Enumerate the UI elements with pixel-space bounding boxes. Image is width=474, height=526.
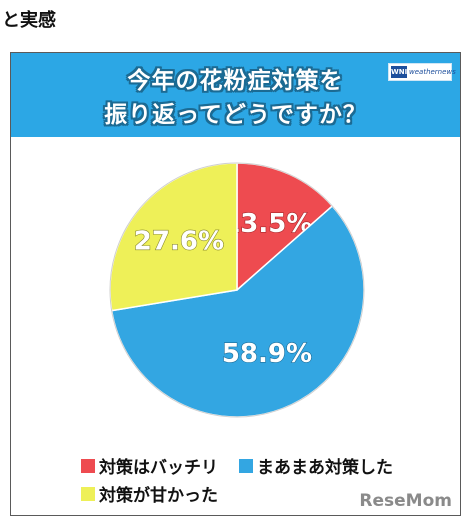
- logo-text: weathernews: [409, 68, 456, 76]
- legend-label-3: 対策が甘かった: [99, 486, 218, 506]
- legend-item-3: 対策が甘かった: [81, 481, 218, 506]
- title-banner: 今年の花粉症対策を 振り返ってどうですか？ WNI weathernews: [11, 53, 460, 137]
- legend-swatch-yellow: [81, 486, 95, 501]
- pie-outline: [109, 162, 365, 418]
- pie-label-3: 27.6%: [134, 227, 224, 257]
- chart-title-line-1: 今年の花粉症対策を: [127, 68, 344, 94]
- legend-item-1: 対策はバッチリ: [81, 453, 218, 478]
- legend-label-2: まあまあ対策した: [257, 458, 393, 478]
- pie-label-2: 58.9%: [222, 339, 312, 369]
- weathernews-logo: WNI weathernews: [388, 63, 456, 81]
- pie-chart: 13.5%58.9%27.6%: [109, 162, 365, 418]
- resemom-watermark: ReseMom: [359, 491, 452, 511]
- logo-mark: WNI: [391, 66, 408, 78]
- chart-title-line-2: 振り返ってどうですか？: [104, 102, 367, 128]
- page-heading: と実感: [2, 10, 56, 31]
- legend-swatch-blue: [239, 458, 253, 473]
- legend-label-1: 対策はバッチリ: [99, 458, 218, 478]
- legend-swatch-red: [81, 458, 95, 473]
- legend-item-2: まあまあ対策した: [239, 453, 393, 478]
- chart-card: 今年の花粉症対策を 振り返ってどうですか？ WNI weathernews 13…: [10, 52, 461, 516]
